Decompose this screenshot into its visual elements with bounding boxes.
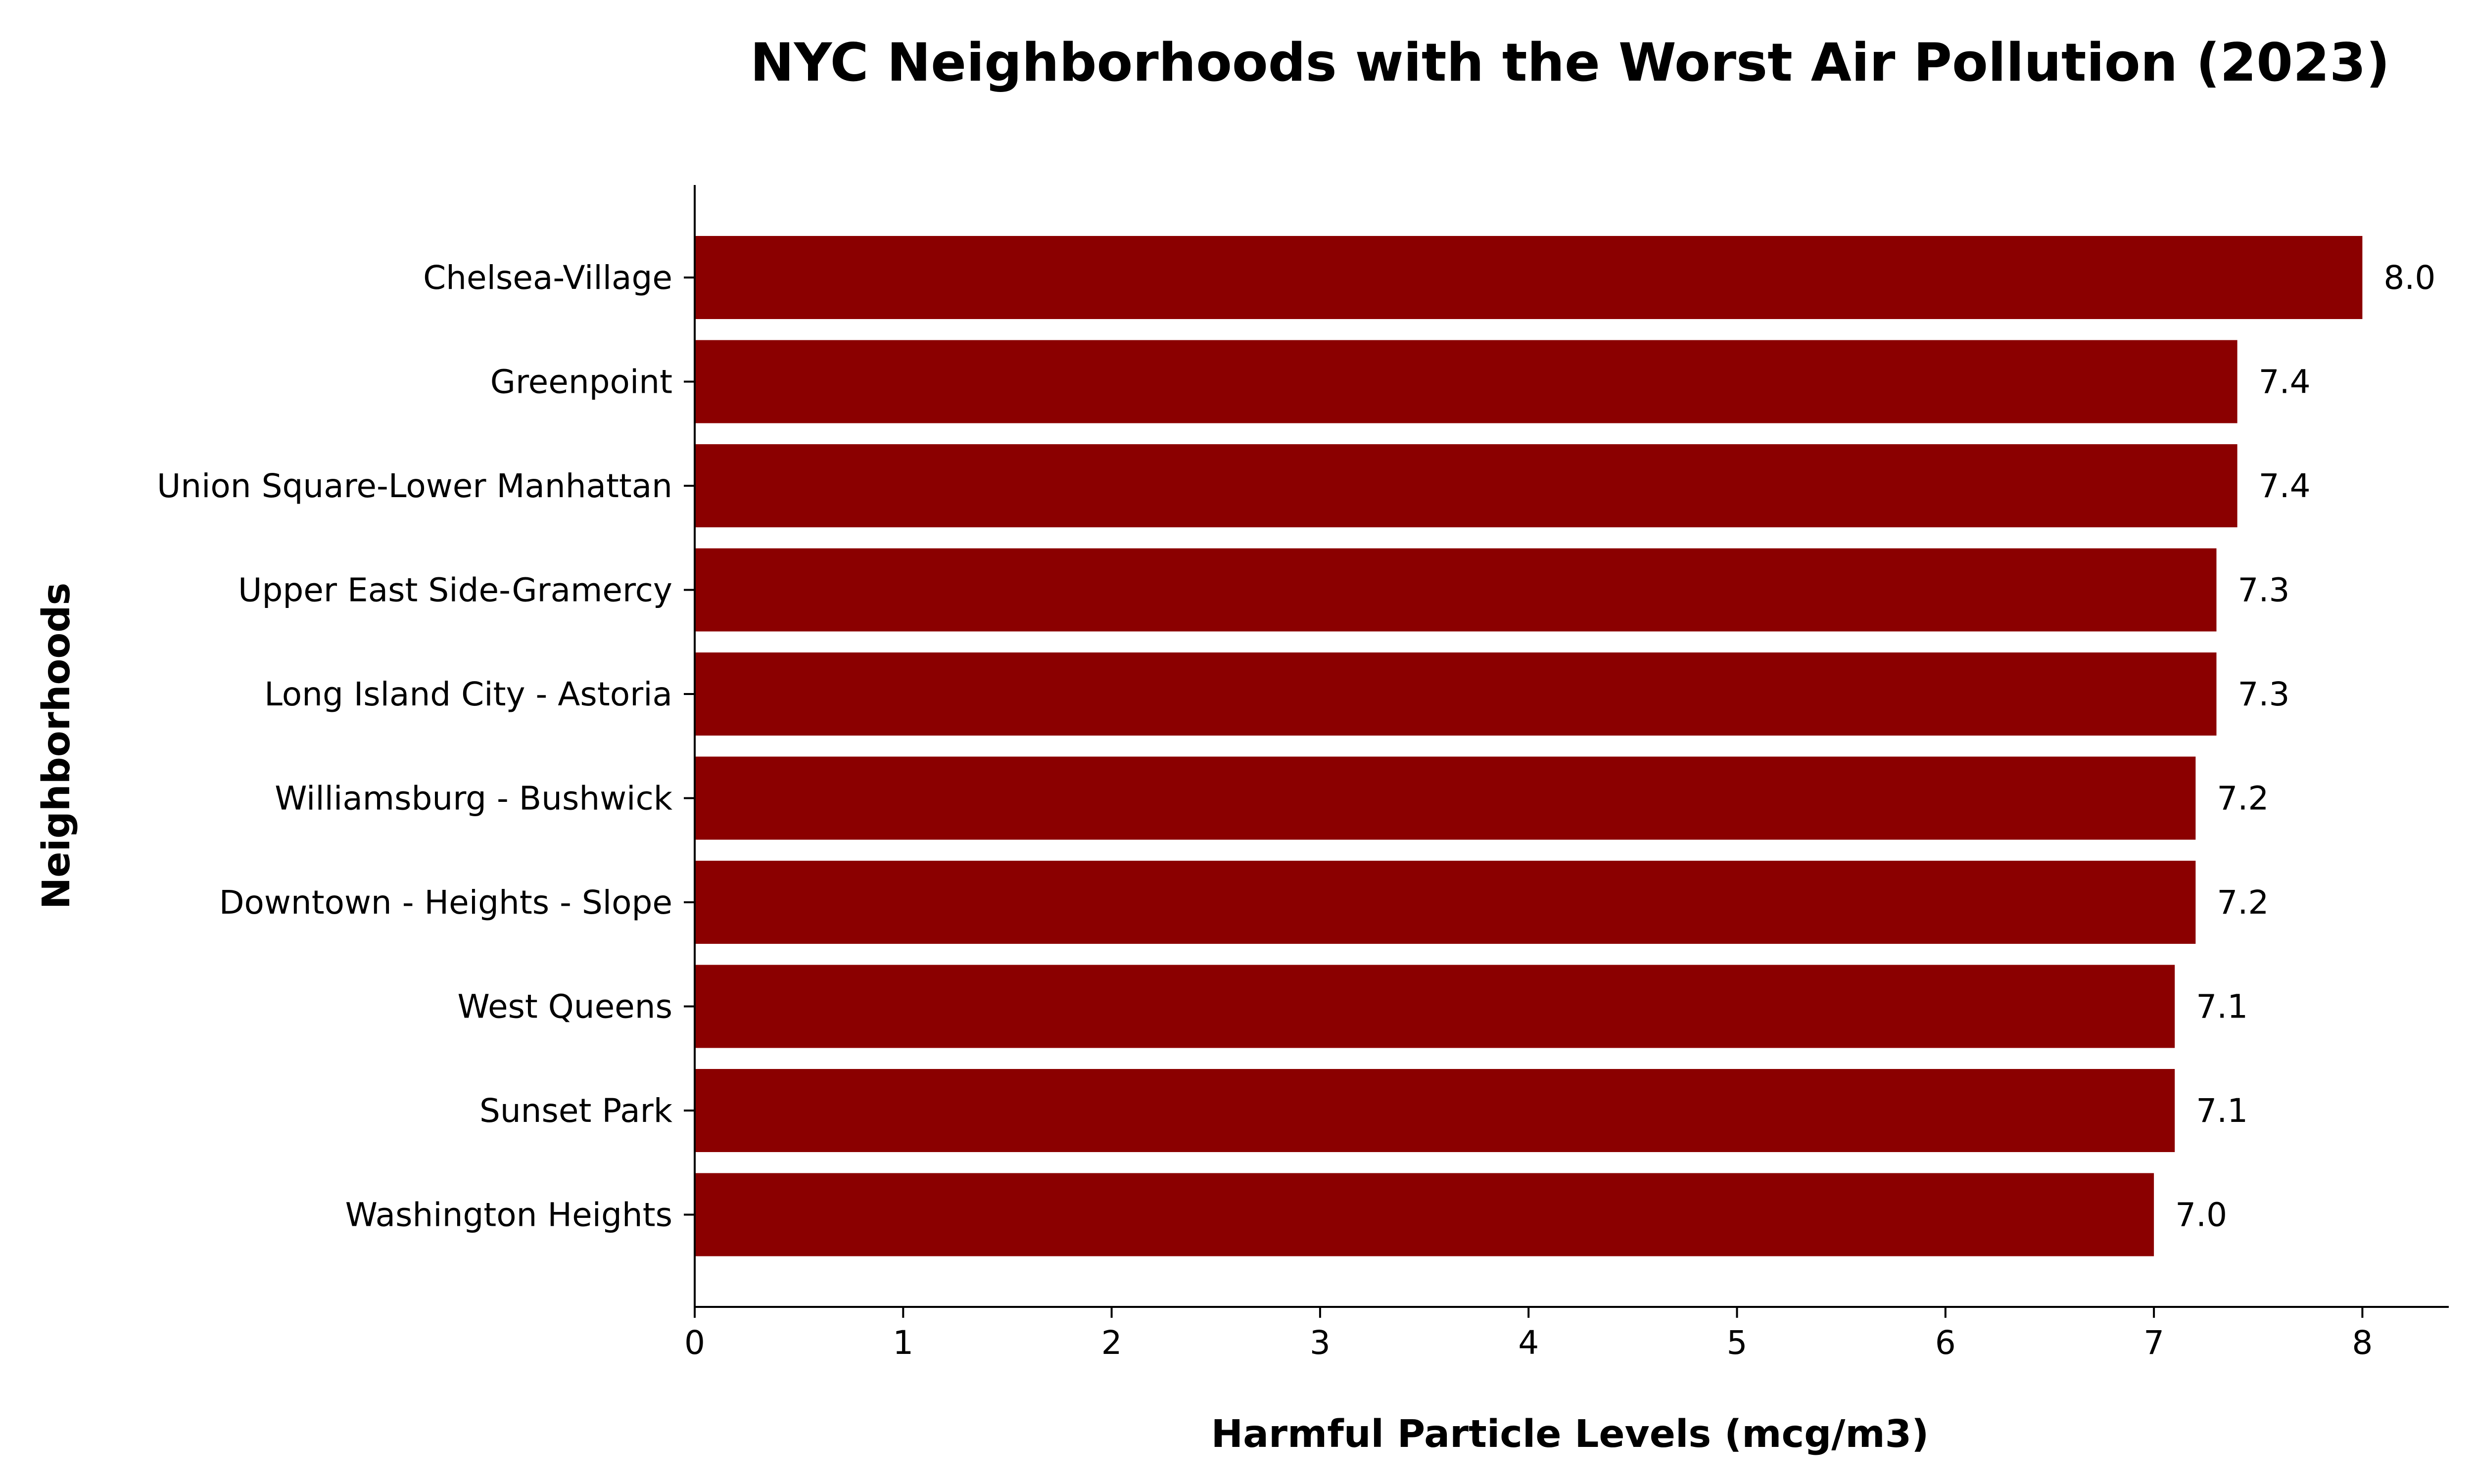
bar-7	[695, 861, 2196, 944]
bar-2	[695, 340, 2237, 423]
value-label-8: 7.1	[2196, 988, 2248, 1026]
y-tick-label-5: Long Island City - Astoria	[264, 675, 672, 713]
x-axis-ticks: 0 1 2 3 4 5 6 7 8	[684, 1307, 2373, 1362]
y-tick-label-3: Union Square-Lower Manhattan	[157, 467, 672, 505]
x-tick-label-7: 7	[2143, 1324, 2164, 1362]
bar-8	[695, 965, 2175, 1048]
bar-6	[695, 756, 2196, 840]
x-tick-label-5: 5	[1727, 1324, 1748, 1362]
y-tick-label-1: Chelsea-Village	[423, 259, 672, 297]
y-tick-label-9: Sunset Park	[479, 1092, 673, 1130]
bar-4	[695, 548, 2217, 632]
value-label-1: 8.0	[2383, 259, 2435, 297]
x-tick-label-8: 8	[2352, 1324, 2373, 1362]
value-label-10: 7.0	[2175, 1196, 2227, 1234]
x-tick-label-6: 6	[1935, 1324, 1956, 1362]
value-label-5: 7.3	[2237, 675, 2289, 713]
bar-10	[695, 1173, 2154, 1256]
y-tick-label-10: Washington Heights	[345, 1196, 672, 1234]
chart-title: NYC Neighborhoods with the Worst Air Pol…	[750, 32, 2390, 93]
value-label-9: 7.1	[2196, 1092, 2248, 1130]
value-label-7: 7.2	[2217, 883, 2269, 922]
x-tick-label-1: 1	[893, 1324, 913, 1362]
x-tick-label-2: 2	[1101, 1324, 1122, 1362]
x-tick-label-4: 4	[1518, 1324, 1539, 1362]
bar-5	[695, 652, 2217, 736]
value-label-2: 7.4	[2259, 363, 2311, 401]
y-tick-label-2: Greenpoint	[490, 363, 672, 401]
bar-9	[695, 1069, 2175, 1152]
value-label-4: 7.3	[2237, 571, 2289, 609]
y-tick-label-4: Upper East Side-Gramercy	[238, 571, 672, 609]
value-label-6: 7.2	[2217, 780, 2269, 818]
y-tick-label-7: Downtown - Heights - Slope	[219, 883, 672, 922]
plot-area: 8.0 7.4 7.4 7.3 7.3 7.2 7.2 7.1 7.1 7.0	[695, 236, 2435, 1256]
y-tick-label-8: West Queens	[458, 988, 672, 1026]
x-tick-label-3: 3	[1310, 1324, 1331, 1362]
y-tick-label-6: Williamsburg - Bushwick	[275, 780, 673, 818]
bar-3	[695, 444, 2237, 527]
bar-1	[695, 236, 2363, 319]
x-axis-label: Harmful Particle Levels (mcg/m3)	[1211, 1412, 1929, 1456]
x-tick-label-0: 0	[684, 1324, 705, 1362]
y-axis-ticks: Chelsea-Village Greenpoint Union Square-Lo…	[157, 259, 695, 1234]
y-axis-label: Neighborhoods	[35, 583, 79, 910]
value-label-3: 7.4	[2259, 467, 2311, 505]
